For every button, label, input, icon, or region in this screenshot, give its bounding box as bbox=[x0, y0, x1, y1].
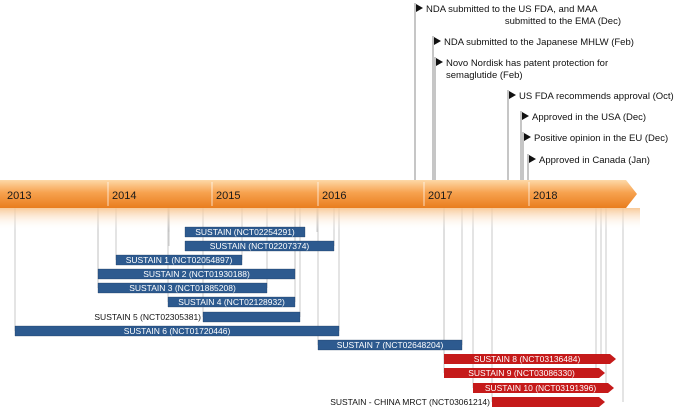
milestone-flag bbox=[509, 91, 516, 99]
trial-bar bbox=[492, 397, 605, 407]
milestone-label-line2: semaglutide (Feb) bbox=[446, 70, 523, 81]
year-label: 2015 bbox=[216, 190, 240, 202]
trial-bar bbox=[473, 383, 614, 393]
trial-label: SUSTAIN 3 (NCT01885208) bbox=[129, 283, 236, 293]
trial-label: SUSTAIN (NCT02254291) bbox=[195, 227, 295, 237]
milestone-flag bbox=[522, 112, 529, 120]
milestone-label: NDA submitted to the US FDA, and MAA bbox=[426, 4, 598, 15]
trial-bar bbox=[317, 339, 463, 351]
milestone-flag bbox=[434, 37, 441, 45]
milestone-flag bbox=[416, 4, 423, 12]
trial-label: SUSTAIN 6 (NCT01720446) bbox=[124, 326, 231, 336]
milestone-flag bbox=[436, 58, 443, 66]
trial-label: SUSTAIN - CHINA MRCT (NCT03061214) bbox=[330, 397, 490, 407]
milestone-events: NDA submitted to the US FDA, and MAAsubm… bbox=[416, 4, 674, 166]
timeline-fade bbox=[0, 208, 640, 230]
trial-bar bbox=[97, 282, 268, 294]
trial-bar bbox=[184, 240, 335, 252]
trial-bar bbox=[97, 268, 296, 280]
year-label: 2014 bbox=[112, 190, 136, 202]
trial-label: SUSTAIN 1 (NCT02054897) bbox=[126, 255, 233, 265]
trial-bar bbox=[14, 325, 340, 337]
year-label: 2018 bbox=[533, 190, 557, 202]
trial-label: SUSTAIN 7 (NCT02648204) bbox=[337, 340, 444, 350]
trial-bar bbox=[444, 368, 605, 378]
milestone-label: Approved in Canada (Jan) bbox=[539, 155, 650, 166]
trial-label: SUSTAIN 10 (NCT03191396) bbox=[485, 383, 597, 393]
trial-label: SUSTAIN 5 (NCT02305381) bbox=[94, 312, 201, 322]
trial-label: SUSTAIN (NCT02207374) bbox=[210, 241, 310, 251]
trial-bar bbox=[444, 354, 616, 364]
milestone-label: Positive opinion in the EU (Dec) bbox=[534, 133, 668, 144]
year-label: 2017 bbox=[428, 190, 452, 202]
milestone-lines bbox=[414, 3, 529, 180]
milestone-label: NDA submitted to the Japanese MHLW (Feb) bbox=[444, 37, 634, 48]
trial-bar bbox=[115, 254, 243, 266]
year-label: 2013 bbox=[7, 190, 31, 202]
trial-bar bbox=[202, 311, 301, 323]
trial-label: SUSTAIN 8 (NCT03136484) bbox=[474, 354, 581, 364]
milestone-flag bbox=[529, 155, 536, 163]
year-label: 2016 bbox=[322, 190, 346, 202]
trial-bar bbox=[184, 226, 306, 238]
milestone-label-line2: submitted to the EMA (Dec) bbox=[505, 16, 621, 27]
trial-label: SUSTAIN 9 (NCT03086330) bbox=[468, 368, 575, 378]
milestone-flag bbox=[524, 133, 531, 141]
trial-label: SUSTAIN 4 (NCT02128932) bbox=[178, 297, 285, 307]
trial-bars: SUSTAIN (NCT02254291) SUSTAIN (NCT0220737… bbox=[14, 226, 616, 407]
milestone-label: Approved in the USA (Dec) bbox=[532, 112, 646, 123]
milestone-label: Novo Nordisk has patent protection for bbox=[446, 58, 608, 69]
milestone-label: US FDA recommends approval (Oct) bbox=[519, 91, 674, 102]
trial-bar bbox=[167, 296, 296, 308]
trial-label: SUSTAIN 2 (NCT01930188) bbox=[143, 269, 250, 279]
year-axis: 2013 2014 2015 2016 2017 2018 bbox=[7, 182, 557, 206]
